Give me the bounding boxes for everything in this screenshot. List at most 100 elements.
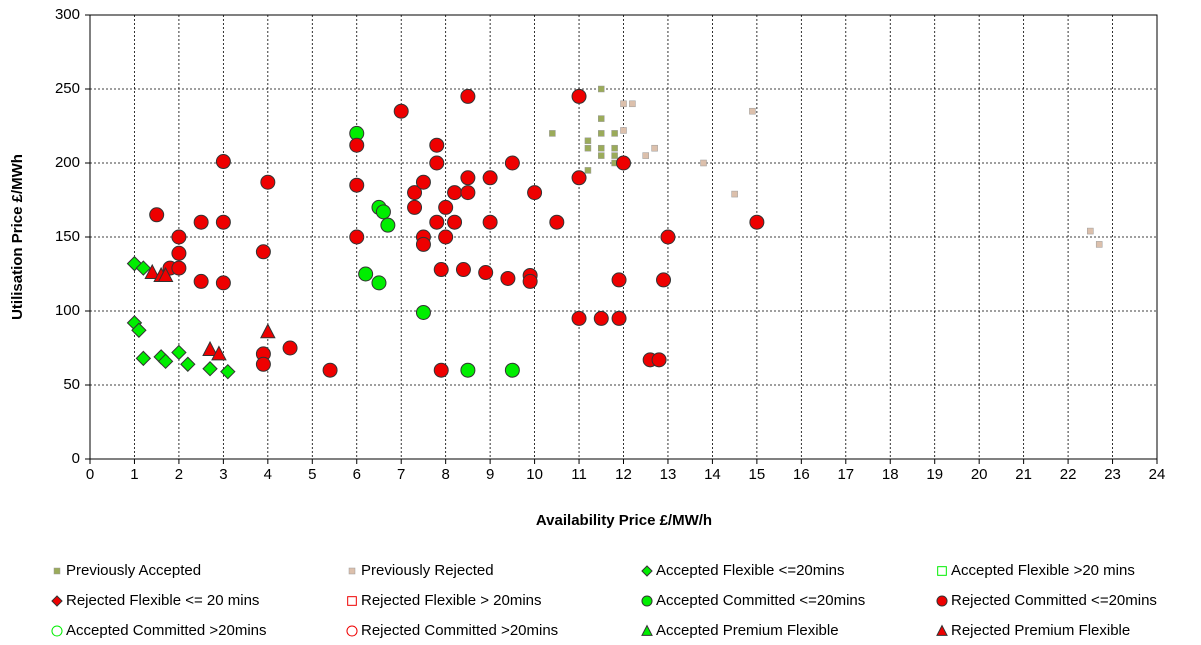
legend-label: Accepted Flexible <=20mins — [656, 562, 844, 579]
y-tick-label: 200 — [55, 154, 80, 171]
y-tick-label: 250 — [55, 80, 80, 97]
x-tick-label: 4 — [264, 466, 272, 483]
data-point — [429, 137, 445, 153]
data-point — [260, 323, 276, 339]
data-point — [393, 103, 409, 119]
data-point — [620, 127, 627, 134]
data-point — [460, 362, 476, 378]
data-point — [211, 345, 227, 361]
data-point — [180, 356, 196, 372]
data-point — [460, 88, 476, 104]
data-point — [202, 361, 218, 377]
data-point — [157, 266, 174, 282]
data-point — [157, 353, 174, 370]
x-tick-label: 1 — [130, 466, 138, 483]
data-point — [171, 245, 187, 261]
data-point — [215, 154, 231, 170]
x-tick-label: 11 — [571, 466, 587, 483]
x-tick-label: 14 — [704, 466, 721, 483]
data-point — [611, 144, 618, 152]
x-tick-label: 23 — [1104, 466, 1121, 483]
legend-marker — [346, 625, 358, 637]
legend-label: Accepted Flexible >20 mins — [951, 562, 1135, 579]
data-point — [616, 155, 631, 171]
data-point — [135, 350, 152, 367]
data-point — [749, 214, 765, 230]
legend-label: Rejected Flexible <= 20 mins — [66, 592, 259, 609]
data-point — [482, 170, 498, 186]
x-tick-label: 17 — [837, 466, 854, 483]
data-point — [527, 185, 543, 201]
data-point — [571, 310, 587, 326]
data-point — [407, 199, 423, 215]
x-tick-label: 10 — [526, 466, 543, 483]
data-point — [407, 185, 423, 201]
data-point — [1087, 227, 1094, 235]
data-point — [460, 170, 476, 186]
data-point — [202, 340, 218, 356]
data-point — [380, 217, 396, 233]
legend-marker — [641, 565, 653, 577]
data-point — [482, 214, 498, 230]
x-tick-label: 8 — [441, 466, 449, 483]
legend-label: Rejected Committed >20mins — [361, 622, 558, 639]
y-tick-label: 100 — [55, 302, 80, 319]
data-point — [478, 265, 494, 281]
legend-label: Rejected Committed <=20mins — [951, 592, 1157, 609]
data-point — [593, 310, 609, 326]
legend-marker — [641, 595, 653, 607]
legend-label: Rejected Premium Flexible — [951, 622, 1130, 639]
data-point — [598, 144, 605, 152]
data-point — [522, 273, 538, 289]
data-point — [193, 214, 209, 230]
data-point — [215, 275, 231, 291]
data-point — [611, 152, 618, 159]
y-tick-label: 300 — [55, 6, 80, 23]
data-point — [415, 174, 431, 190]
data-point — [149, 207, 165, 223]
y-tick-label: 150 — [55, 228, 80, 245]
legend-marker — [347, 596, 357, 606]
legend-marker — [51, 625, 63, 637]
data-point — [584, 137, 592, 145]
data-point — [349, 177, 365, 193]
data-point — [171, 344, 187, 361]
x-tick-label: 9 — [486, 466, 494, 483]
x-tick-label: 22 — [1060, 466, 1077, 483]
y-tick-label: 50 — [63, 376, 80, 393]
x-tick-label: 0 — [86, 466, 94, 483]
legend-marker — [53, 567, 61, 575]
data-point — [584, 144, 592, 152]
data-point — [358, 266, 374, 282]
x-tick-label: 3 — [219, 466, 227, 483]
data-point — [749, 107, 756, 115]
data-point — [447, 214, 463, 230]
data-point — [215, 214, 231, 230]
data-point — [611, 272, 627, 288]
data-point — [611, 310, 627, 326]
x-tick-label: 21 — [1015, 466, 1032, 483]
data-point — [282, 340, 298, 356]
x-tick-label: 7 — [397, 466, 405, 483]
legend-marker — [936, 595, 948, 607]
data-point — [193, 273, 209, 289]
data-point — [629, 100, 636, 108]
data-point — [131, 322, 147, 338]
data-point — [620, 100, 627, 108]
x-tick-label: 18 — [882, 466, 899, 483]
data-point — [642, 152, 649, 159]
data-point — [598, 130, 605, 137]
data-point — [549, 130, 556, 137]
legend-label: Accepted Committed <=20mins — [656, 592, 865, 609]
legend-label: Rejected Flexible > 20mins — [361, 592, 542, 609]
data-point — [429, 214, 445, 230]
data-point — [144, 263, 161, 280]
data-point — [220, 363, 236, 380]
legend-label: Previously Accepted — [66, 562, 201, 579]
data-point — [731, 190, 738, 198]
y-axis-title: Utilisation Price £/MWh — [9, 154, 26, 320]
data-point — [504, 362, 520, 378]
y-tick-label: 0 — [72, 450, 80, 467]
data-point — [371, 275, 387, 291]
x-tick-label: 20 — [971, 466, 988, 483]
